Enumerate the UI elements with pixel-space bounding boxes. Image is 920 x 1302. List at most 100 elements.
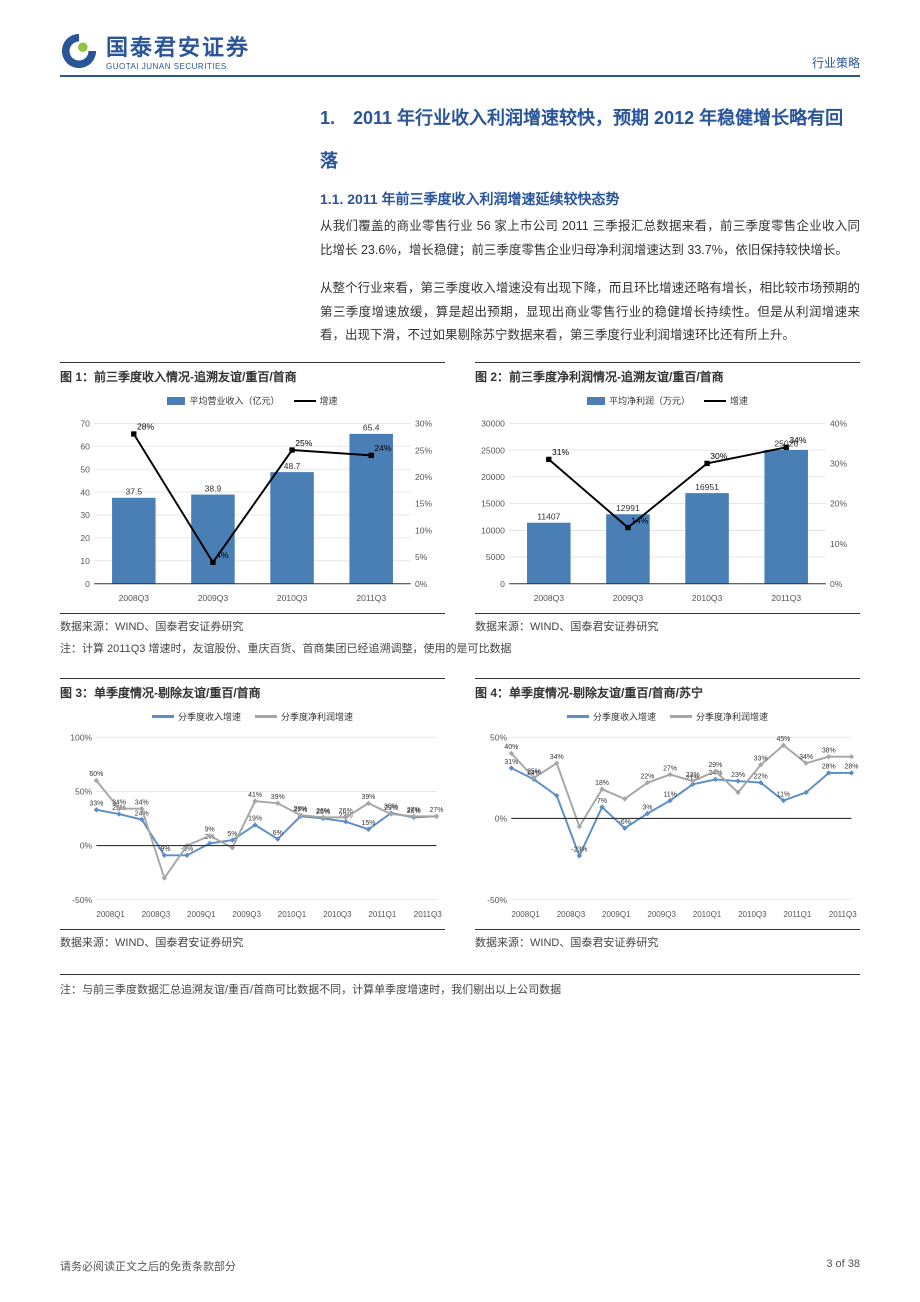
svg-text:5%: 5% — [227, 831, 237, 838]
svg-text:26%: 26% — [316, 808, 330, 815]
svg-text:27%: 27% — [407, 807, 421, 814]
svg-text:2009Q3: 2009Q3 — [647, 910, 676, 919]
svg-text:33%: 33% — [89, 801, 103, 808]
figure-4-title: 图 4：单季度情况-剔除友谊/重百/首商/苏宁 — [475, 678, 860, 704]
legend-bar-label: 平均净利润（万元） — [609, 394, 690, 407]
svg-text:10: 10 — [80, 556, 90, 566]
svg-text:23%: 23% — [731, 772, 745, 779]
figure-1: 图 1：前三季度收入情况-追溯友谊/重百/首商 平均营业收入（亿元） 增速 01… — [60, 362, 445, 634]
svg-text:41%: 41% — [248, 792, 262, 799]
svg-text:14%: 14% — [631, 515, 649, 525]
svg-text:22%: 22% — [640, 774, 654, 781]
svg-text:40: 40 — [80, 487, 90, 497]
figure-3-legend: 分季度收入增速 分季度净利润增速 — [60, 710, 445, 723]
svg-text:9%: 9% — [205, 827, 215, 834]
svg-text:20000: 20000 — [481, 472, 505, 482]
svg-text:39%: 39% — [271, 794, 285, 801]
svg-text:60: 60 — [80, 442, 90, 452]
svg-text:2009Q1: 2009Q1 — [187, 910, 216, 919]
svg-text:48.7: 48.7 — [284, 461, 301, 471]
svg-text:29%: 29% — [384, 805, 398, 812]
page-footer: 请务必阅读正文之后的免责条款部分 3 of 38 — [60, 1258, 860, 1274]
svg-text:2008Q1: 2008Q1 — [511, 910, 540, 919]
figure-3-title: 图 3：单季度情况-剔除友谊/重百/首商 — [60, 678, 445, 704]
figure-4-source: 数据来源：WIND、国泰君安证券研究 — [475, 929, 860, 950]
svg-text:2008Q3: 2008Q3 — [534, 593, 565, 603]
figure-4: 图 4：单季度情况-剔除友谊/重百/首商/苏宁 分季度收入增速 分季度净利润增速… — [475, 678, 860, 950]
svg-text:22%: 22% — [754, 774, 768, 781]
svg-text:2008Q3: 2008Q3 — [119, 593, 150, 603]
svg-text:30%: 30% — [415, 419, 433, 429]
svg-text:34%: 34% — [799, 754, 813, 761]
svg-text:20: 20 — [80, 533, 90, 543]
svg-text:2011Q3: 2011Q3 — [414, 910, 442, 919]
svg-text:2009Q3: 2009Q3 — [232, 910, 261, 919]
svg-text:2008Q1: 2008Q1 — [96, 910, 125, 919]
svg-text:2010Q3: 2010Q3 — [323, 910, 352, 919]
svg-text:2010Q3: 2010Q3 — [277, 593, 308, 603]
figures-1-2-note: 注：计算 2011Q3 增速时，友谊股份、重庆百货、首商集团已经追溯调整，使用的… — [60, 640, 860, 656]
svg-text:28%: 28% — [844, 764, 858, 771]
svg-text:60%: 60% — [89, 771, 103, 778]
company-logo-icon — [60, 32, 98, 70]
svg-text:26%: 26% — [339, 808, 353, 815]
figure-1-source: 数据来源：WIND、国泰君安证券研究 — [60, 613, 445, 634]
svg-text:0: 0 — [85, 579, 90, 589]
svg-text:31%: 31% — [552, 447, 570, 457]
company-name-cn: 国泰君安证券 — [106, 30, 250, 62]
figure-2-source: 数据来源：WIND、国泰君安证券研究 — [475, 613, 860, 634]
svg-text:3%: 3% — [642, 804, 652, 811]
body-content: 1. 2011 年行业收入利润增速较快，预期 2012 年稳健增长略有回落 1.… — [320, 97, 860, 348]
svg-text:38.9: 38.9 — [205, 483, 222, 493]
svg-text:19%: 19% — [248, 816, 262, 823]
svg-text:10%: 10% — [830, 539, 848, 549]
svg-text:30000: 30000 — [481, 419, 505, 429]
figure-4-legend: 分季度收入增速 分季度净利润增速 — [475, 710, 860, 723]
svg-text:15000: 15000 — [481, 499, 505, 509]
svg-text:45%: 45% — [776, 736, 790, 743]
line-swatch — [152, 715, 174, 718]
svg-text:25%: 25% — [527, 769, 541, 776]
svg-text:-50%: -50% — [72, 895, 92, 905]
svg-text:10000: 10000 — [481, 526, 505, 536]
svg-text:30: 30 — [80, 510, 90, 520]
svg-text:2009Q3: 2009Q3 — [613, 593, 644, 603]
svg-text:25%: 25% — [295, 438, 313, 448]
legend-s2: 分季度净利润增速 — [281, 710, 353, 723]
svg-text:30%: 30% — [710, 451, 728, 461]
svg-text:25%: 25% — [415, 445, 433, 455]
svg-text:-9%: -9% — [158, 846, 170, 853]
svg-text:-23%: -23% — [571, 847, 587, 854]
svg-text:28%: 28% — [822, 764, 836, 771]
svg-text:2009Q1: 2009Q1 — [602, 910, 631, 919]
svg-text:34%: 34% — [112, 800, 126, 807]
section-heading-1: 1. 2011 年行业收入利润增速较快，预期 2012 年稳健增长略有回落 — [320, 97, 860, 183]
section-heading-2: 1.1. 2011 年前三季度收入利润增速延续较快态势 — [320, 189, 860, 209]
legend-s1: 分季度收入增速 — [178, 710, 241, 723]
svg-text:25000: 25000 — [481, 445, 505, 455]
svg-text:2010Q3: 2010Q3 — [692, 593, 723, 603]
svg-text:24%: 24% — [374, 443, 392, 453]
svg-text:40%: 40% — [830, 419, 848, 429]
svg-text:5000: 5000 — [486, 552, 505, 562]
page-header: 国泰君安证券 GUOTAI JUNAN SECURITIES 行业策略 — [60, 30, 860, 77]
svg-text:0: 0 — [500, 579, 505, 589]
svg-text:33%: 33% — [754, 756, 768, 763]
svg-text:12991: 12991 — [616, 503, 640, 513]
svg-text:2010Q1: 2010Q1 — [278, 910, 307, 919]
svg-text:34%: 34% — [550, 754, 564, 761]
svg-text:34%: 34% — [789, 435, 807, 445]
svg-text:28%: 28% — [293, 806, 307, 813]
svg-text:39%: 39% — [361, 794, 375, 801]
svg-text:-50%: -50% — [487, 895, 507, 905]
paragraph-1: 从我们覆盖的商业零售行业 56 家上市公司 2011 三季报汇总数据来看，前三季… — [320, 215, 860, 263]
figures-3-4-note: 注：与前三季度数据汇总追溯友谊/重百/首商可比数据不同，计算单季度增速时，我们剔… — [60, 974, 860, 997]
svg-text:28%: 28% — [137, 422, 155, 432]
svg-text:0%: 0% — [415, 579, 428, 589]
logo-block: 国泰君安证券 GUOTAI JUNAN SECURITIES — [60, 30, 250, 71]
line-swatch — [670, 715, 692, 718]
line-swatch — [704, 400, 726, 402]
svg-text:11%: 11% — [777, 791, 790, 798]
figure-2-legend: 平均净利润（万元） 增速 — [475, 394, 860, 407]
svg-text:27%: 27% — [663, 765, 677, 772]
